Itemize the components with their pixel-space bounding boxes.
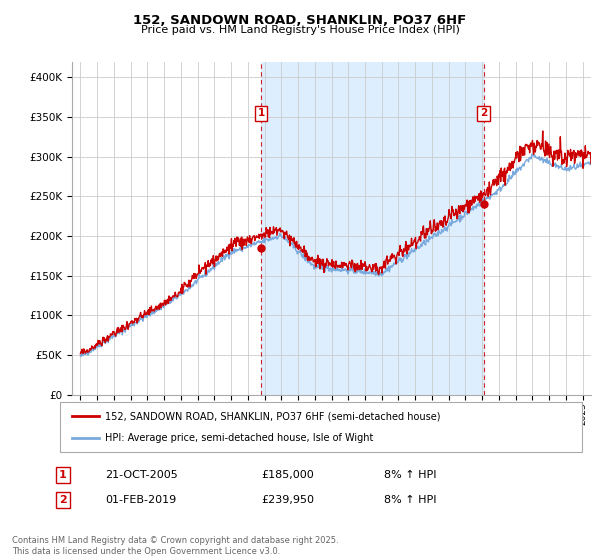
Text: 2: 2: [480, 108, 487, 118]
Text: Price paid vs. HM Land Registry's House Price Index (HPI): Price paid vs. HM Land Registry's House …: [140, 25, 460, 35]
Text: 01-FEB-2019: 01-FEB-2019: [105, 495, 176, 505]
Text: 152, SANDOWN ROAD, SHANKLIN, PO37 6HF (semi-detached house): 152, SANDOWN ROAD, SHANKLIN, PO37 6HF (s…: [105, 411, 440, 421]
Text: HPI: Average price, semi-detached house, Isle of Wight: HPI: Average price, semi-detached house,…: [105, 433, 373, 444]
Text: 1: 1: [59, 470, 67, 480]
Bar: [261, 62, 484, 395]
Text: 152, SANDOWN ROAD, SHANKLIN, PO37 6HF: 152, SANDOWN ROAD, SHANKLIN, PO37 6HF: [133, 14, 467, 27]
Text: 1: 1: [257, 108, 265, 118]
Text: 2: 2: [59, 495, 67, 505]
Text: Contains HM Land Registry data © Crown copyright and database right 2025.
This d: Contains HM Land Registry data © Crown c…: [12, 536, 338, 556]
Text: £239,950: £239,950: [261, 495, 314, 505]
Text: £185,000: £185,000: [261, 470, 314, 480]
Text: 8% ↑ HPI: 8% ↑ HPI: [384, 470, 437, 480]
Text: 8% ↑ HPI: 8% ↑ HPI: [384, 495, 437, 505]
Text: 21-OCT-2005: 21-OCT-2005: [105, 470, 178, 480]
